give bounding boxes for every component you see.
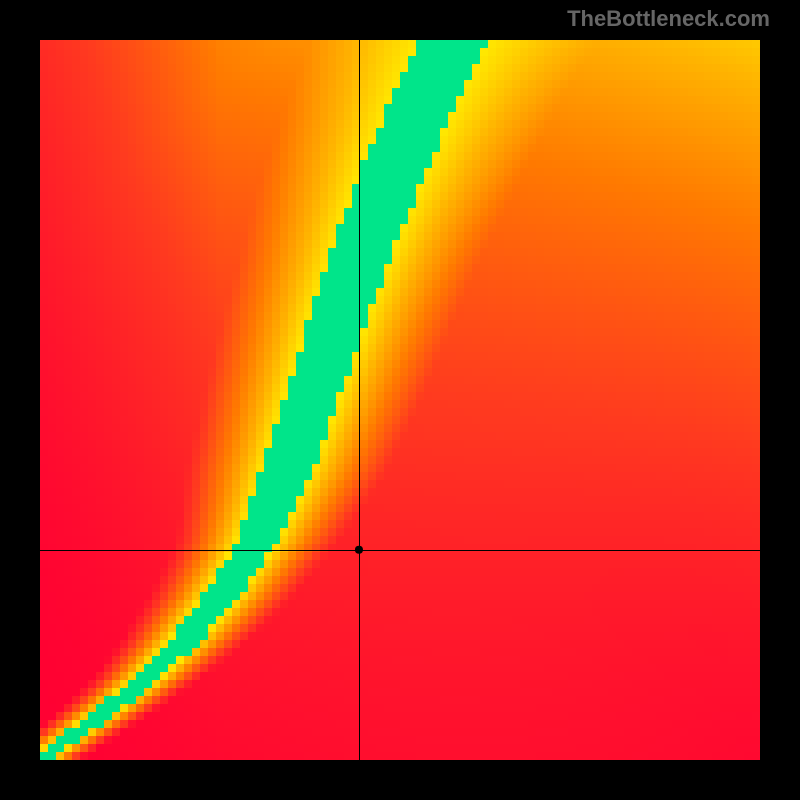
- bottleneck-heatmap: [0, 0, 800, 800]
- watermark-text: TheBottleneck.com: [567, 6, 770, 32]
